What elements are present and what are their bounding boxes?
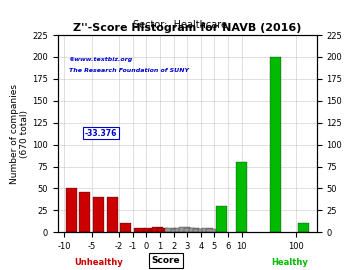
Bar <box>93 197 104 232</box>
Bar <box>66 188 77 232</box>
Text: -33.376: -33.376 <box>85 129 117 138</box>
Bar <box>165 228 176 232</box>
Bar <box>202 228 213 232</box>
Text: Score: Score <box>151 256 180 265</box>
Bar <box>236 162 247 232</box>
Bar <box>270 57 281 232</box>
Y-axis label: Number of companies
(670 total): Number of companies (670 total) <box>10 84 29 184</box>
Bar <box>120 224 131 232</box>
Bar <box>161 230 172 232</box>
Text: Sector:  Healthcare: Sector: Healthcare <box>133 20 227 30</box>
Bar <box>179 227 190 232</box>
Bar <box>175 228 186 232</box>
Bar <box>198 229 209 232</box>
Text: Unhealthy: Unhealthy <box>74 258 123 268</box>
Text: ©www.textbiz.org: ©www.textbiz.org <box>68 58 133 62</box>
Bar <box>80 192 90 232</box>
Text: Healthy: Healthy <box>271 258 308 268</box>
Bar <box>107 197 118 232</box>
Bar <box>206 229 217 232</box>
Bar <box>157 228 168 232</box>
Title: Z''-Score Histogram for NAVB (2016): Z''-Score Histogram for NAVB (2016) <box>73 23 301 33</box>
Bar <box>184 228 195 232</box>
Bar <box>216 206 227 232</box>
Bar <box>148 230 158 232</box>
Bar <box>144 228 154 232</box>
Text: The Research Foundation of SUNY: The Research Foundation of SUNY <box>68 68 189 73</box>
Bar <box>134 228 145 232</box>
Bar <box>298 224 309 232</box>
Bar <box>189 228 199 232</box>
Bar <box>152 227 163 232</box>
Bar <box>193 229 203 232</box>
Bar <box>171 229 182 232</box>
